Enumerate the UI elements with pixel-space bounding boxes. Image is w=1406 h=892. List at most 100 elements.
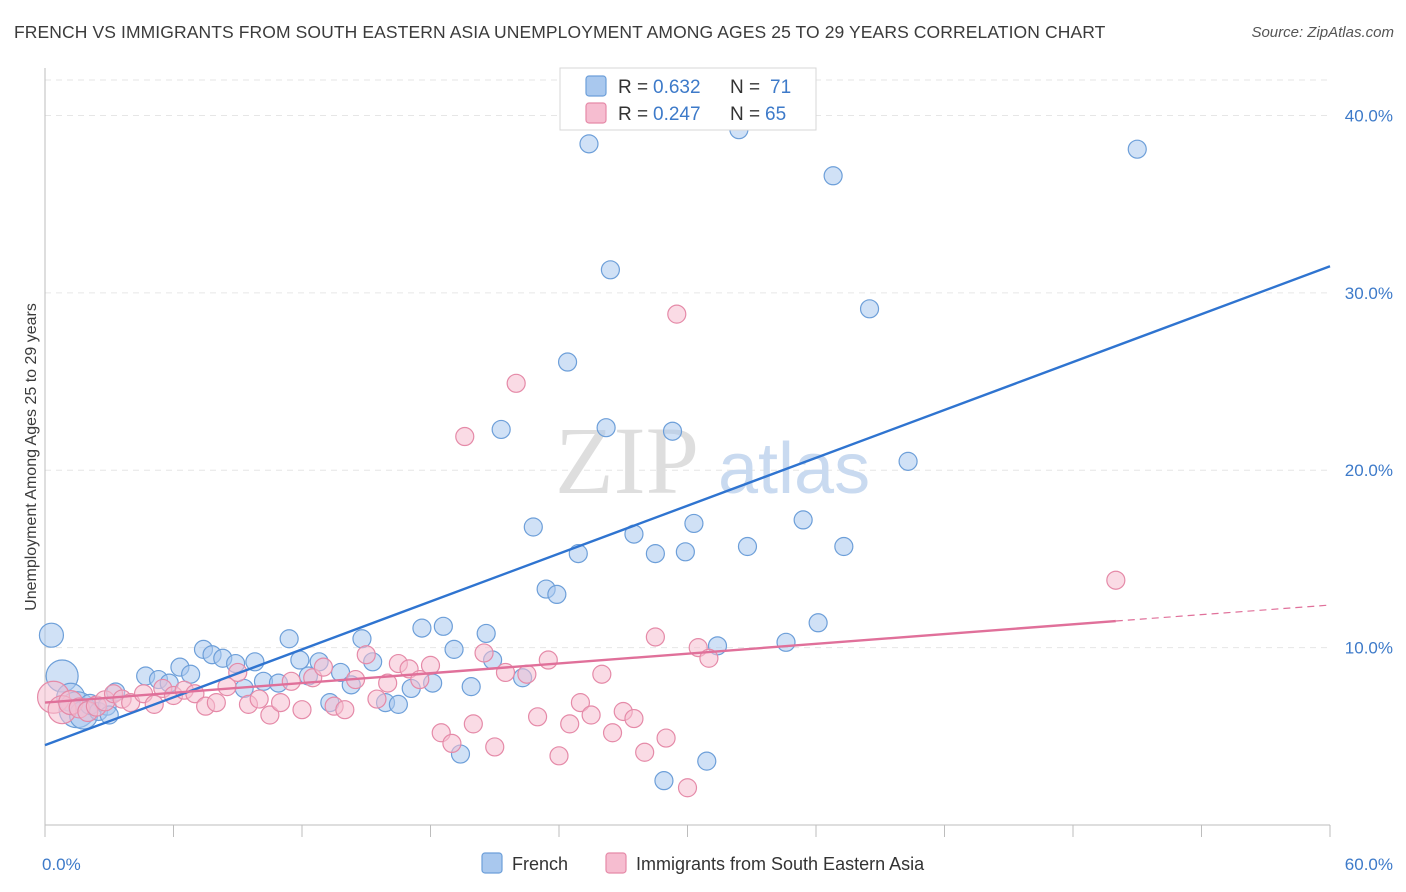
- y-axis-label: Unemployment Among Ages 25 to 29 years: [23, 303, 40, 611]
- trend-line-french: [44, 265, 1331, 747]
- point-sea-57: [635, 742, 655, 762]
- point-sea-25: [292, 700, 312, 720]
- series-sea-points: [36, 304, 1126, 798]
- point-sea-58: [645, 627, 665, 647]
- legend-swatch-french: [585, 75, 607, 97]
- point-french-66: [834, 536, 854, 557]
- point-french-39: [476, 623, 496, 644]
- y-tick-label-1: 20.0%: [1345, 461, 1393, 480]
- point-sea-43: [485, 737, 505, 757]
- point-sea-64: [1106, 570, 1126, 590]
- bottom-legend-swatch-sea: [605, 852, 627, 874]
- point-french-58: [697, 751, 717, 771]
- legend-swatch-sea: [585, 102, 607, 124]
- point-sea-54: [602, 723, 623, 743]
- y-tick-label-0: 10.0%: [1345, 639, 1393, 658]
- point-french-32: [388, 694, 408, 714]
- point-french-0: [38, 622, 65, 648]
- legend-n-value-sea: 65: [765, 104, 786, 125]
- point-sea-61: [677, 778, 698, 798]
- point-french-44: [523, 517, 543, 537]
- point-french-64: [808, 613, 828, 633]
- trend-lines: [44, 265, 1331, 747]
- point-sea-60: [667, 304, 687, 324]
- point-french-36: [433, 616, 453, 636]
- bottom-legend-swatch-french: [481, 852, 503, 874]
- point-french-65: [823, 166, 843, 186]
- y-tick-label-3: 40.0%: [1345, 106, 1393, 125]
- point-sea-45: [506, 373, 526, 393]
- point-french-29: [352, 629, 372, 649]
- legend-r-value-sea: 0.247: [653, 104, 701, 125]
- x-tick-labels: 0.0% 60.0%: [42, 855, 1393, 874]
- source-label: Source: ZipAtlas.com: [1251, 24, 1394, 41]
- point-sea-59: [656, 728, 676, 748]
- point-french-63: [793, 510, 813, 530]
- point-french-62: [776, 632, 796, 652]
- point-sea-24: [281, 671, 301, 691]
- point-french-13: [181, 664, 201, 684]
- point-sea-48: [538, 650, 558, 670]
- point-french-69: [1127, 139, 1147, 159]
- point-sea-50: [560, 714, 580, 734]
- point-french-49: [579, 134, 599, 154]
- legend-bottom: French Immigrants from South Eastern Asi…: [481, 852, 925, 874]
- point-french-68: [898, 451, 918, 471]
- y-tick-label-2: 30.0%: [1345, 284, 1393, 303]
- point-french-22: [279, 629, 299, 649]
- point-french-47: [557, 352, 578, 372]
- point-sea-53: [592, 664, 612, 684]
- point-sea-17: [206, 693, 226, 713]
- legend-n-label-french: N =: [730, 77, 760, 98]
- point-sea-27: [313, 657, 334, 677]
- point-french-34: [412, 618, 432, 638]
- point-sea-47: [527, 707, 548, 727]
- point-sea-46: [517, 664, 537, 684]
- x-tick-label-1: 60.0%: [1345, 855, 1393, 874]
- grid-lines: [45, 79, 1330, 649]
- point-sea-40: [455, 426, 475, 447]
- point-french-56: [675, 542, 695, 562]
- legend-n-label-sea: N =: [730, 104, 760, 125]
- legend-r-label-sea: R =: [618, 104, 648, 125]
- point-french-57: [684, 513, 704, 534]
- point-sea-39: [442, 733, 462, 754]
- point-sea-52: [581, 705, 601, 725]
- point-french-53: [645, 544, 665, 564]
- legend-top: R = 0.632 N = 71 R = 0.247 N = 65: [559, 67, 817, 131]
- trend-line-sea-extension: [1115, 604, 1331, 622]
- trend-line-sea: [44, 619, 1116, 704]
- point-sea-56: [624, 708, 644, 729]
- point-sea-31: [356, 645, 376, 665]
- point-sea-29: [335, 700, 355, 720]
- bottom-legend-label-french: French: [512, 854, 568, 874]
- point-sea-21: [249, 689, 269, 709]
- chart-title: FRENCH VS IMMIGRANTS FROM SOUTH EASTERN …: [14, 22, 1106, 42]
- point-sea-22: [260, 705, 280, 725]
- point-french-61: [737, 536, 758, 557]
- point-french-55: [662, 421, 683, 441]
- point-french-54: [654, 771, 674, 791]
- bottom-legend-label-sea: Immigrants from South Eastern Asia: [636, 854, 925, 874]
- point-french-46: [547, 584, 567, 605]
- point-french-38: [461, 677, 481, 697]
- point-sea-63: [699, 648, 719, 668]
- y-tick-labels: 10.0% 20.0% 30.0% 40.0%: [1345, 106, 1393, 657]
- point-sea-32: [367, 689, 387, 709]
- watermark-atlas: atlas: [718, 429, 870, 509]
- point-sea-42: [474, 643, 494, 663]
- legend-r-value-french: 0.632: [653, 77, 701, 98]
- point-french-37: [444, 639, 464, 659]
- legend-n-value-french: 71: [770, 77, 791, 98]
- point-french-51: [600, 260, 621, 280]
- watermark: ZIP atlas: [555, 407, 870, 514]
- x-tick-label-0: 0.0%: [42, 855, 81, 874]
- point-sea-33: [378, 673, 398, 693]
- point-french-50: [596, 418, 616, 438]
- point-french-67: [859, 299, 880, 319]
- point-sea-51: [570, 693, 591, 713]
- point-sea-23: [270, 693, 291, 713]
- point-sea-41: [463, 714, 483, 734]
- point-french-43: [491, 419, 511, 440]
